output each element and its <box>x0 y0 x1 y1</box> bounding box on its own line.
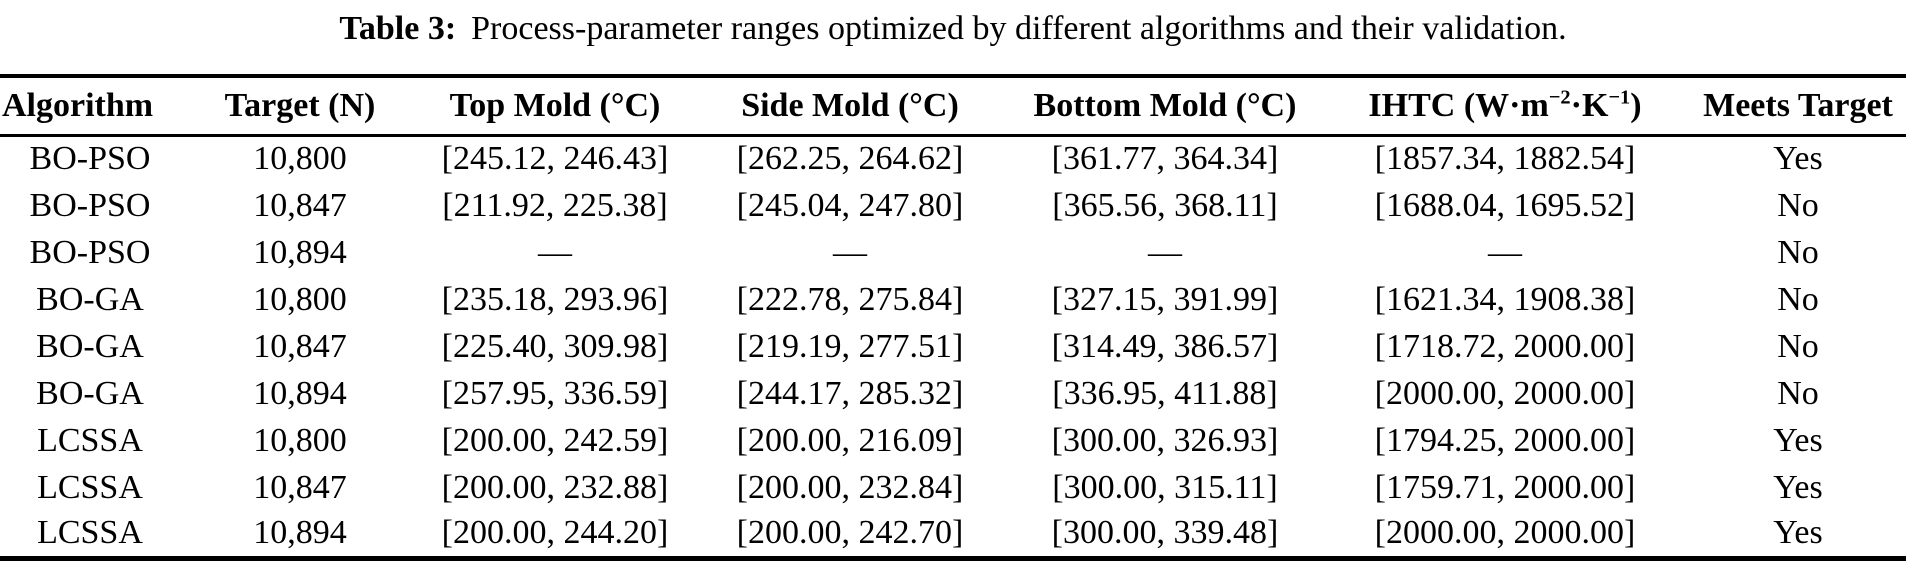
ihtc-header-base3: ) <box>1630 86 1642 124</box>
cell-algorithm: BO-PSO <box>29 233 151 271</box>
column-header-target: Target (N) <box>224 86 376 124</box>
cell-target: 10,847 <box>253 186 347 224</box>
cell-top-mold: [245.12, 246.43] <box>441 140 669 178</box>
cell-meets-target: No <box>1777 186 1819 224</box>
table-caption-label: Table 3: <box>339 10 457 47</box>
cell-target: 10,847 <box>253 327 347 365</box>
cell-meets-target: No <box>1777 374 1819 412</box>
cell-bottom-mold: [336.95, 411.88] <box>1052 374 1278 412</box>
cell-ihtc: [1688.04, 1695.52] <box>1374 186 1636 224</box>
table-row: BO-GA 10,894 [257.95, 336.59] [244.17, 2… <box>0 370 1906 417</box>
cell-ihtc: [2000.00, 2000.00] <box>1374 514 1636 552</box>
table-row: BO-GA 10,800 [235.18, 293.96] [222.78, 2… <box>0 276 1906 323</box>
column-header-side-mold: Side Mold (°C) <box>741 86 959 124</box>
table-row: BO-PSO 10,894 — — — — No <box>0 229 1906 276</box>
cell-target: 10,894 <box>253 233 347 271</box>
cell-meets-target: Yes <box>1773 514 1823 552</box>
table-row: LCSSA 10,800 [200.00, 242.59] [200.00, 2… <box>0 417 1906 464</box>
column-header-top-mold: Top Mold (°C) <box>449 86 661 124</box>
column-header-ihtc: IHTC (W·m−2·K−1) <box>1320 76 1690 135</box>
table-row: BO-PSO 10,847 [211.92, 225.38] [245.04, … <box>0 182 1906 229</box>
cell-target: 10,800 <box>253 421 347 459</box>
cell-target: 10,800 <box>253 280 347 318</box>
cell-target: 10,847 <box>253 468 347 506</box>
cell-side-mold: [200.00, 232.84] <box>736 468 964 506</box>
table-caption-text: Process-parameter ranges optimized by di… <box>471 10 1567 47</box>
cell-side-mold: [244.17, 285.32] <box>736 374 964 412</box>
cell-meets-target: Yes <box>1773 421 1823 459</box>
table-caption: Table 3: Process-parameter ranges optimi… <box>0 0 1906 74</box>
cell-ihtc: [1857.34, 1882.54] <box>1374 140 1636 178</box>
cell-target: 10,800 <box>253 140 347 178</box>
cell-top-mold: — <box>538 233 572 271</box>
cell-top-mold: [211.92, 225.38] <box>442 186 668 224</box>
ihtc-header-exponent-1: −2 <box>1548 86 1571 109</box>
table-row: BO-PSO 10,800 [245.12, 246.43] [262.25, … <box>0 135 1906 182</box>
cell-side-mold: [219.19, 277.51] <box>736 327 964 365</box>
column-header-algorithm: Algorithm <box>2 86 154 124</box>
ihtc-header-base2: ·K <box>1570 86 1609 124</box>
cell-ihtc: [1621.34, 1908.38] <box>1374 280 1636 318</box>
cell-top-mold: [257.95, 336.59] <box>441 374 669 412</box>
cell-algorithm: BO-GA <box>36 374 144 412</box>
cell-algorithm: BO-GA <box>36 327 144 365</box>
cell-side-mold: [200.00, 216.09] <box>736 421 964 459</box>
cell-bottom-mold: [365.56, 368.11] <box>1052 186 1278 224</box>
cell-ihtc: [1759.71, 2000.00] <box>1374 468 1636 506</box>
ihtc-header-exponent-2: −1 <box>1608 86 1631 109</box>
cell-bottom-mold: [300.00, 339.48] <box>1051 514 1279 552</box>
cell-meets-target: Yes <box>1773 468 1823 506</box>
cell-bottom-mold: [327.15, 391.99] <box>1051 280 1279 318</box>
table-row: LCSSA 10,847 [200.00, 232.88] [200.00, 2… <box>0 464 1906 511</box>
column-header-bottom-mold: Bottom Mold (°C) <box>1033 86 1297 124</box>
cell-target: 10,894 <box>253 374 347 412</box>
cell-bottom-mold: [300.00, 326.93] <box>1051 421 1279 459</box>
column-header-meets-target: Meets Target <box>1703 86 1893 124</box>
cell-ihtc: — <box>1488 233 1522 271</box>
table-row: BO-GA 10,847 [225.40, 309.98] [219.19, 2… <box>0 323 1906 370</box>
cell-bottom-mold: [314.49, 386.57] <box>1051 327 1279 365</box>
cell-algorithm: BO-PSO <box>29 140 151 178</box>
cell-meets-target: No <box>1777 327 1819 365</box>
process-parameter-table: Algorithm Target (N) Top Mold (°C) Side … <box>0 74 1906 561</box>
cell-side-mold: — <box>833 233 867 271</box>
ihtc-header-base1: IHTC (W·m <box>1368 86 1549 124</box>
cell-meets-target: No <box>1777 233 1819 271</box>
cell-target: 10,894 <box>253 514 347 552</box>
cell-ihtc: [1794.25, 2000.00] <box>1374 421 1636 459</box>
cell-bottom-mold: [300.00, 315.11] <box>1052 468 1278 506</box>
cell-ihtc: [1718.72, 2000.00] <box>1374 327 1636 365</box>
cell-meets-target: Yes <box>1773 140 1823 178</box>
cell-algorithm: LCSSA <box>37 468 143 506</box>
header-row: Algorithm Target (N) Top Mold (°C) Side … <box>0 76 1906 135</box>
cell-top-mold: [200.00, 244.20] <box>441 514 669 552</box>
cell-side-mold: [222.78, 275.84] <box>736 280 964 318</box>
cell-bottom-mold: [361.77, 364.34] <box>1051 140 1279 178</box>
cell-meets-target: No <box>1777 280 1819 318</box>
cell-algorithm: LCSSA <box>37 514 143 552</box>
cell-algorithm: BO-GA <box>36 280 144 318</box>
cell-top-mold: [200.00, 232.88] <box>441 468 669 506</box>
cell-algorithm: BO-PSO <box>29 186 151 224</box>
cell-algorithm: LCSSA <box>37 421 143 459</box>
cell-top-mold: [200.00, 242.59] <box>441 421 669 459</box>
cell-top-mold: [235.18, 293.96] <box>441 280 669 318</box>
cell-side-mold: [245.04, 247.80] <box>736 186 964 224</box>
cell-side-mold: [200.00, 242.70] <box>736 514 964 552</box>
cell-side-mold: [262.25, 264.62] <box>736 140 964 178</box>
cell-ihtc: [2000.00, 2000.00] <box>1374 374 1636 412</box>
cell-bottom-mold: — <box>1148 233 1182 271</box>
table-row: LCSSA 10,894 [200.00, 244.20] [200.00, 2… <box>0 511 1906 558</box>
cell-top-mold: [225.40, 309.98] <box>441 327 669 365</box>
